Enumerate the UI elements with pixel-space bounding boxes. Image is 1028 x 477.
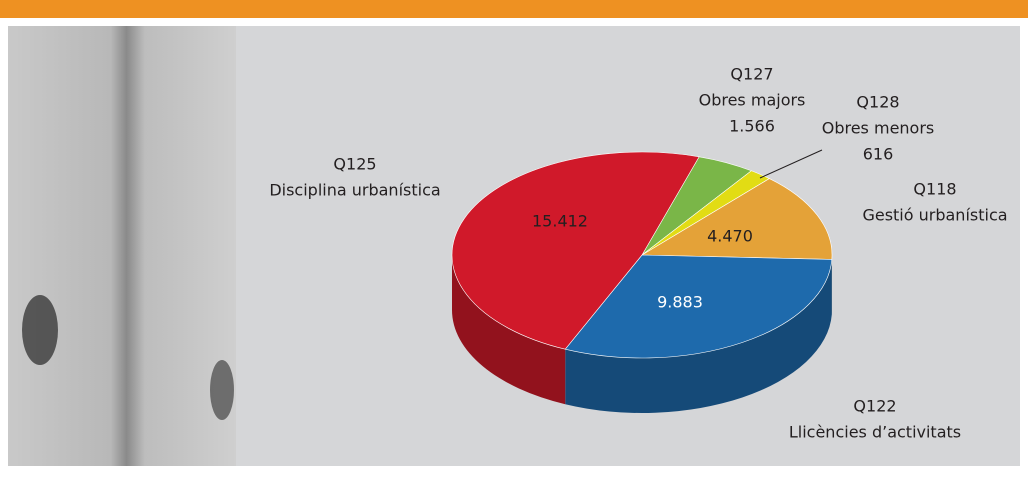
value-label: 4.470	[707, 227, 753, 246]
slice	[564, 254, 833, 359]
value-label: 15.412	[532, 212, 588, 231]
photo	[8, 26, 236, 466]
label-name: Disciplina urbanística	[269, 181, 440, 200]
label-name: Obres majors	[699, 91, 806, 110]
photo-detail	[210, 360, 234, 420]
pie: Q127 Obres majors 1.566 Q128 Obres menors 616…	[269, 65, 1007, 442]
value-label: 9.883	[657, 293, 703, 312]
label-code: Q128	[856, 93, 899, 112]
label-name: Obres menors	[822, 119, 935, 138]
slice-side	[565, 259, 832, 413]
value-label: 1.566	[729, 117, 775, 136]
value-label: 616	[863, 145, 894, 164]
label-code: Q122	[853, 397, 896, 416]
slice-side	[452, 255, 566, 405]
leader-line	[759, 149, 823, 179]
label-code: Q125	[333, 155, 376, 174]
label-code: Q118	[913, 180, 956, 199]
top-bar	[0, 0, 1028, 18]
label-code: Q127	[730, 65, 773, 84]
slice	[451, 151, 700, 350]
slice	[640, 178, 833, 260]
photo-detail	[22, 295, 58, 365]
label-name: Llicències d’activitats	[789, 423, 961, 442]
label-name: Gestió urbanística	[862, 206, 1007, 225]
